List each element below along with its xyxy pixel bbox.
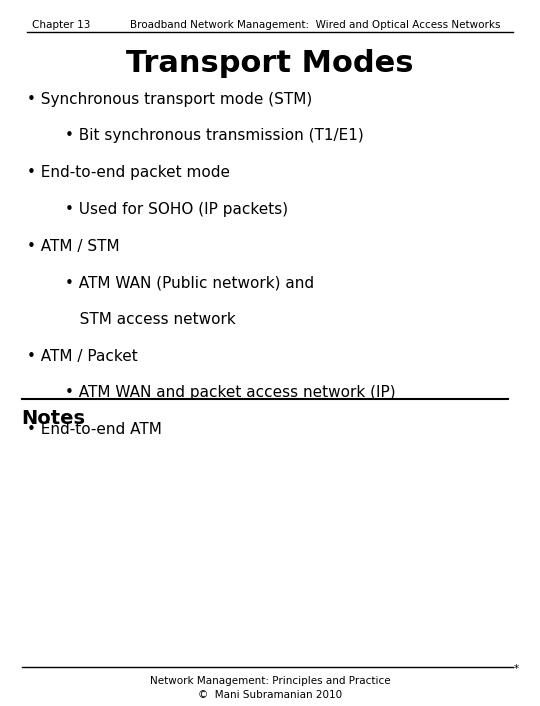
Text: Notes: Notes — [22, 409, 86, 429]
Text: STM access network: STM access network — [65, 312, 235, 327]
Text: ©  Mani Subramanian 2010: © Mani Subramanian 2010 — [198, 690, 342, 700]
Text: *: * — [514, 664, 518, 674]
Text: • ATM / Packet: • ATM / Packet — [27, 349, 138, 364]
Text: • Bit synchronous transmission (T1/E1): • Bit synchronous transmission (T1/E1) — [65, 128, 363, 143]
Text: • ATM WAN and packet access network (IP): • ATM WAN and packet access network (IP) — [65, 385, 395, 400]
Text: Chapter 13: Chapter 13 — [32, 20, 91, 30]
Text: Network Management: Principles and Practice: Network Management: Principles and Pract… — [150, 676, 390, 686]
Text: • Used for SOHO (IP packets): • Used for SOHO (IP packets) — [65, 202, 288, 217]
Text: • End-to-end ATM: • End-to-end ATM — [27, 422, 162, 437]
Text: • End-to-end packet mode: • End-to-end packet mode — [27, 165, 230, 180]
Text: • Synchronous transport mode (STM): • Synchronous transport mode (STM) — [27, 92, 312, 107]
Text: Transport Modes: Transport Modes — [126, 49, 414, 78]
Text: Broadband Network Management:  Wired and Optical Access Networks: Broadband Network Management: Wired and … — [130, 20, 500, 30]
Text: • ATM / STM: • ATM / STM — [27, 239, 120, 253]
Text: • ATM WAN (Public network) and: • ATM WAN (Public network) and — [65, 275, 314, 290]
